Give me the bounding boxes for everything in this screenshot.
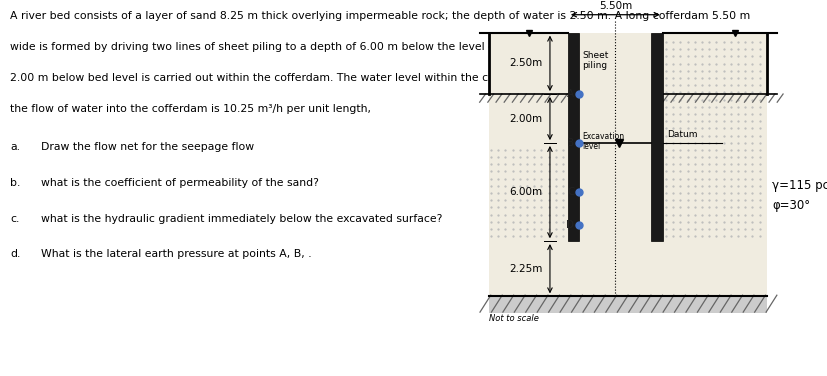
Text: D: D	[566, 220, 575, 230]
Text: the flow of water into the cofferdam is 10.25 m³/h per unit length,: the flow of water into the cofferdam is …	[10, 104, 371, 114]
Text: a.: a.	[10, 142, 20, 152]
Bar	[568, 33, 580, 241]
Text: d.: d.	[10, 249, 21, 259]
Text: b.: b.	[10, 178, 21, 188]
Text: 6.00m: 6.00m	[509, 187, 543, 197]
Text: what is the coefficient of permeability of the sand?: what is the coefficient of permeability …	[41, 178, 319, 188]
Text: What is the lateral earth pressure at points A, B, .: What is the lateral earth pressure at po…	[41, 249, 312, 259]
Text: B: B	[567, 138, 575, 148]
Text: φ=30°: φ=30°	[772, 199, 810, 212]
Text: Draw the flow net for the seepage flow: Draw the flow net for the seepage flow	[41, 142, 255, 152]
Text: γ=115 pcf: γ=115 pcf	[772, 179, 827, 192]
Text: Datum: Datum	[667, 130, 697, 139]
Bar	[490, 33, 767, 296]
Text: Sheet
piling: Sheet piling	[582, 51, 609, 70]
Text: c.: c.	[10, 214, 19, 224]
Text: 5.50m: 5.50m	[599, 1, 632, 11]
Text: 2.50m: 2.50m	[509, 58, 543, 68]
Text: Not to scale: Not to scale	[490, 314, 539, 323]
Text: Excavation
level: Excavation level	[582, 132, 624, 151]
Bar	[490, 296, 767, 313]
Text: 2.25m: 2.25m	[509, 264, 543, 274]
Text: wide is formed by driving two lines of sheet piling to a depth of 6.00 m below t: wide is formed by driving two lines of s…	[10, 42, 737, 52]
Text: C: C	[567, 187, 575, 197]
Bar	[652, 33, 662, 241]
Text: A river bed consists of a layer of sand 8.25 m thick overlying impermeable rock;: A river bed consists of a layer of sand …	[10, 11, 750, 21]
Text: A: A	[567, 89, 575, 99]
Text: what is the hydraulic gradient immediately below the excavated surface?: what is the hydraulic gradient immediate…	[41, 214, 442, 224]
Text: 2.00 m below bed level is carried out within the cofferdam. The water level with: 2.00 m below bed level is carried out wi…	[10, 73, 767, 83]
Text: 2.00m: 2.00m	[509, 114, 543, 124]
